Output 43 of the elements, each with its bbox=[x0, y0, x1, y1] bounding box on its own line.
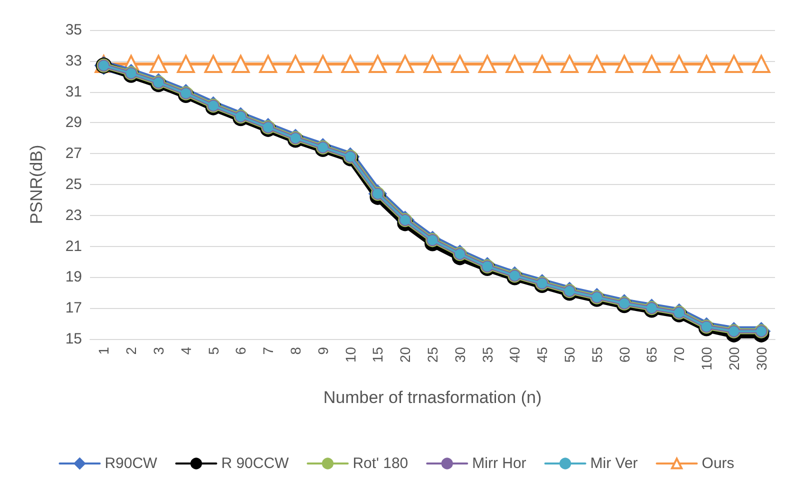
y-tick-label: 29 bbox=[65, 114, 82, 132]
y-tick-label: 23 bbox=[65, 206, 82, 224]
legend-label: R90CW bbox=[104, 455, 158, 472]
legend-label: Mirr Hor bbox=[472, 455, 526, 472]
legend-label: Mir Ver bbox=[590, 455, 638, 472]
x-tick-label: 7 bbox=[260, 346, 276, 355]
x-tick-label: 300 bbox=[753, 346, 770, 370]
x-tick-label: 3 bbox=[150, 346, 166, 355]
x-tick-label: 55 bbox=[588, 346, 605, 363]
x-tick-label: 40 bbox=[506, 346, 523, 363]
x-tick-label: 60 bbox=[616, 346, 632, 363]
x-tick-label: 30 bbox=[452, 346, 468, 363]
y-tick-label: 21 bbox=[65, 238, 82, 255]
legend-label: R 90CCW bbox=[221, 455, 290, 472]
y-tick-label: 17 bbox=[65, 300, 82, 317]
y-tick-label: 33 bbox=[65, 52, 82, 70]
x-axis-title: Number of trnasformation (n) bbox=[323, 388, 542, 407]
x-tick-label: 200 bbox=[726, 346, 742, 370]
y-tick-label: 25 bbox=[65, 176, 82, 193]
x-tick-label: 9 bbox=[314, 346, 331, 355]
x-tick-label: 4 bbox=[178, 346, 194, 355]
x-tick-label: 35 bbox=[479, 346, 496, 363]
x-tick-label: 6 bbox=[232, 346, 249, 355]
x-tick-label: 5 bbox=[205, 346, 222, 355]
x-tick-label: 45 bbox=[534, 346, 550, 363]
x-tick-label: 2 bbox=[123, 346, 140, 355]
y-tick-label: 31 bbox=[65, 83, 82, 100]
x-tick-label: 100 bbox=[698, 346, 714, 370]
x-tick-label: 50 bbox=[562, 346, 578, 363]
legend-label: Rot' 180 bbox=[352, 455, 408, 472]
x-tick-label: 1 bbox=[96, 346, 112, 355]
y-tick-label: 19 bbox=[65, 268, 82, 286]
y-axis-title: PSNR(dB) bbox=[27, 144, 46, 224]
x-tick-label: 8 bbox=[288, 346, 304, 355]
x-tick-label: 65 bbox=[644, 346, 660, 363]
x-tick-label: 70 bbox=[671, 346, 688, 363]
y-tick-label: 35 bbox=[65, 22, 82, 38]
x-tick-label: 15 bbox=[370, 346, 386, 363]
y-tick-label: 27 bbox=[65, 145, 82, 162]
legend-label: Ours bbox=[702, 455, 734, 472]
x-tick-label: 20 bbox=[397, 346, 414, 363]
x-tick-label: 25 bbox=[424, 346, 440, 363]
x-tick-label: 10 bbox=[342, 346, 358, 363]
